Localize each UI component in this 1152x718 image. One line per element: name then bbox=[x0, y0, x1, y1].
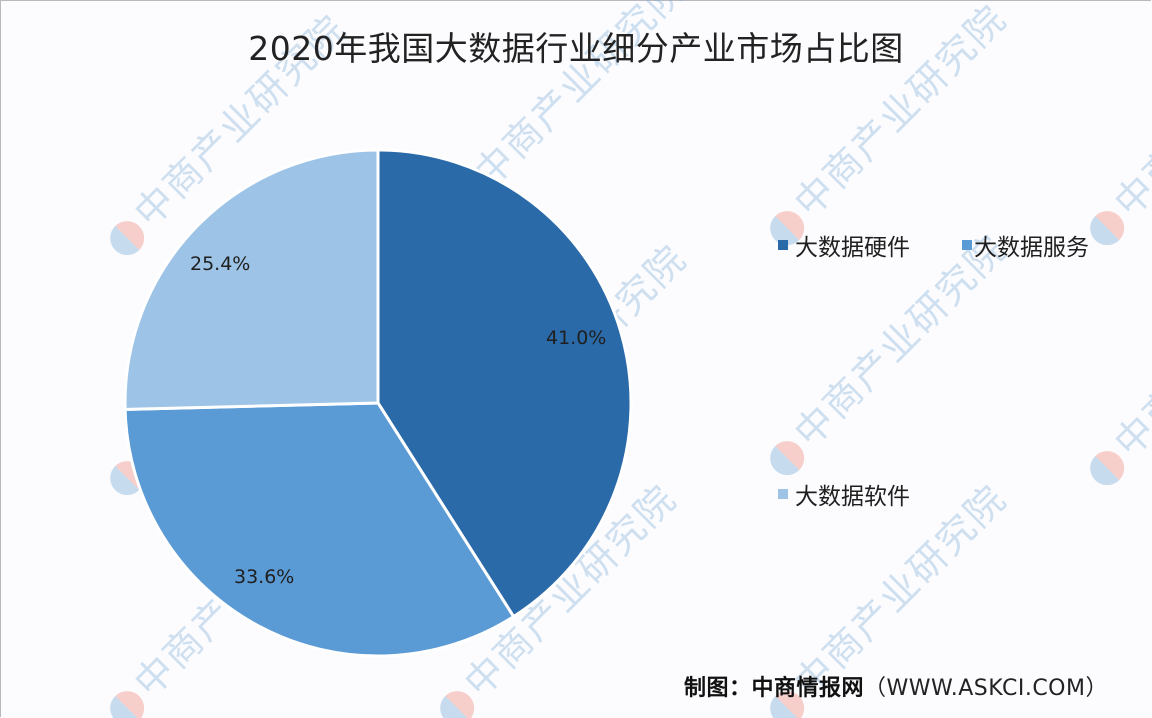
source-note: 制图：中商情报网（WWW.ASKCI.COM） bbox=[684, 670, 1108, 702]
legend-swatch-icon bbox=[778, 489, 788, 499]
pie-slice-software[interactable] bbox=[123, 148, 380, 411]
legend-item-hardware[interactable]: 大数据硬件 bbox=[778, 228, 910, 262]
source-url: （WWW.ASKCI.COM） bbox=[864, 676, 1108, 701]
legend-item-software[interactable]: 大数据软件 bbox=[778, 477, 910, 511]
data-label-services: 33.6% bbox=[234, 566, 295, 588]
legend-swatch-icon bbox=[778, 240, 788, 250]
legend-label: 大数据服务 bbox=[974, 235, 1089, 261]
legend-label: 大数据软件 bbox=[795, 484, 910, 510]
chart-title: 2020年我国大数据行业细分产业市场占比图 bbox=[248, 29, 904, 68]
data-label-hardware: 41.0% bbox=[546, 327, 607, 349]
legend-item-services[interactable]: 大数据服务 bbox=[962, 228, 1089, 262]
legend-label: 大数据硬件 bbox=[795, 235, 910, 261]
legend-swatch-icon bbox=[962, 240, 972, 250]
data-label-software: 25.4% bbox=[190, 253, 251, 275]
pie-slice-services[interactable] bbox=[123, 401, 516, 658]
source-prefix: 制图：中商情报网 bbox=[684, 676, 865, 701]
